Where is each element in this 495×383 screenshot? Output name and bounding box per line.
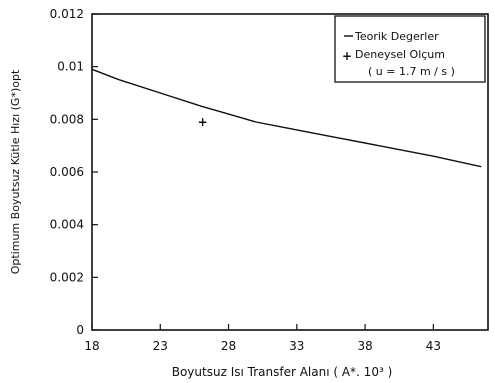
y-tick-label: 0.012 xyxy=(50,7,84,21)
legend: Teorik Degerler + Deneysel Olçum ( u = 1… xyxy=(334,15,486,83)
y-tick-label: 0.006 xyxy=(50,165,84,179)
legend-line-label: Teorik Degerler xyxy=(354,30,439,43)
series-line-teorik-degerler xyxy=(91,68,482,168)
x-tick-label: 23 xyxy=(153,339,168,353)
legend-box xyxy=(334,15,486,83)
y-tick-label: 0.002 xyxy=(50,270,84,284)
x-tick-label: 43 xyxy=(426,339,441,353)
legend-point-marker: + xyxy=(342,49,352,63)
x-tick-label: 38 xyxy=(357,339,372,353)
y-tick-label: 0.004 xyxy=(50,218,84,232)
y-axis-label: Optimum Boyutsuz Kütle Hızı (G*)opt xyxy=(9,69,22,274)
legend-point-label: Deneysel Olçum xyxy=(355,48,445,61)
legend-note: ( u = 1.7 m / s ) xyxy=(368,65,455,78)
x-tick-label: 33 xyxy=(289,339,304,353)
x-axis-label: Boyutsuz Isı Transfer Alanı ( A*. 10³ ) xyxy=(172,365,393,379)
y-tick-label: 0.01 xyxy=(57,60,84,74)
x-tick-label: 18 xyxy=(84,339,99,353)
y-tick-label: 0 xyxy=(76,323,84,337)
x-tick-label: 28 xyxy=(221,339,236,353)
data-point-deneysel-olcum: + xyxy=(198,115,208,129)
y-tick-label: 0.008 xyxy=(50,112,84,126)
